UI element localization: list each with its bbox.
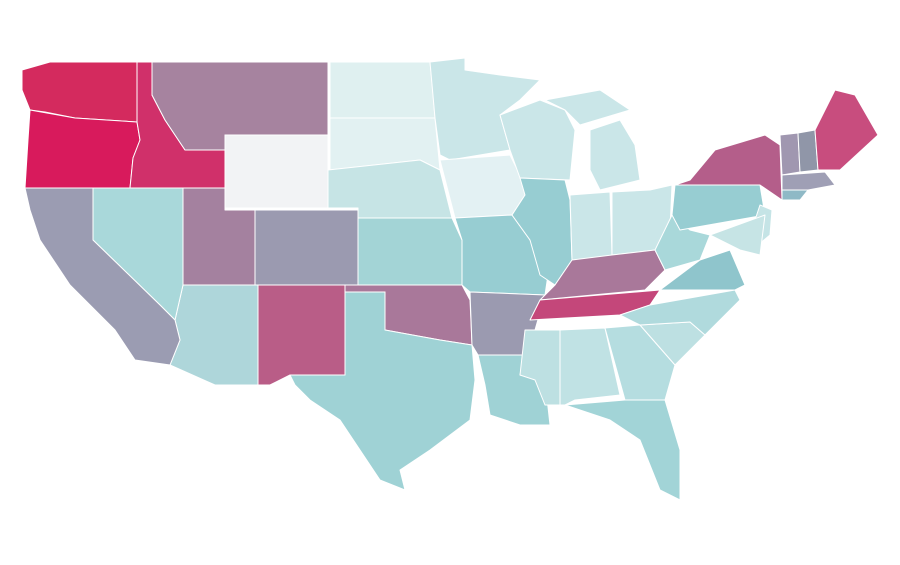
region <box>709 214 766 256</box>
region <box>569 191 613 266</box>
region <box>254 209 359 286</box>
region <box>24 187 181 366</box>
region <box>24 109 141 189</box>
region <box>439 154 526 219</box>
region <box>357 217 463 286</box>
region <box>814 89 879 171</box>
region <box>289 291 476 491</box>
region <box>604 324 676 401</box>
region <box>224 134 329 209</box>
region <box>659 249 746 291</box>
region <box>674 134 783 201</box>
region <box>327 159 453 219</box>
region <box>779 132 801 176</box>
region <box>619 289 741 336</box>
region <box>564 399 681 501</box>
region <box>429 57 541 161</box>
region <box>781 171 836 191</box>
region <box>169 284 259 386</box>
region <box>781 189 809 201</box>
region <box>511 177 573 286</box>
region <box>257 284 346 386</box>
region <box>589 119 641 191</box>
region <box>499 99 576 181</box>
region <box>329 61 436 119</box>
region <box>544 89 631 126</box>
